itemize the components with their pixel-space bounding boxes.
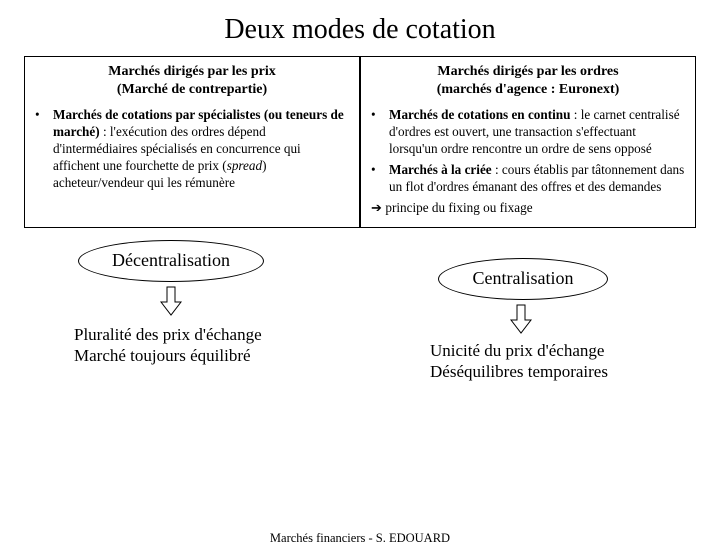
left-header-line2: (Marché de contrepartie) [35, 81, 349, 99]
right-arrow-line: ➔ principe du fixing ou fixage [371, 200, 685, 217]
right-column-body: • Marchés de cotations en continu : le c… [371, 107, 685, 216]
down-arrow-icon [510, 304, 532, 334]
columns-container: Marchés dirigés par les prix (Marché de … [0, 56, 720, 228]
right-column-header: Marchés dirigés par les ordres (marchés … [371, 63, 685, 99]
right-column: Marchés dirigés par les ordres (marchés … [360, 56, 696, 228]
right-bullet-1-bold: Marchés de cotations en continu [389, 107, 570, 122]
ellipse-left-label: Décentralisation [112, 250, 230, 271]
slide-title: Deux modes de cotation [0, 14, 720, 46]
left-header-line1: Marchés dirigés par les prix [35, 63, 349, 81]
box-left-line1: Pluralité des prix d'échange [74, 324, 334, 345]
left-bullet-1-text: Marchés de cotations par spécialistes (o… [53, 107, 349, 191]
ellipse-right-label: Centralisation [473, 268, 574, 289]
left-bullet-1-italic: spread [227, 158, 262, 173]
box-right: Unicité du prix d'échange Déséquilibres … [430, 340, 680, 383]
right-bullet-2: • Marchés à la criée : cours établis par… [371, 162, 685, 196]
ellipse-centralisation: Centralisation [438, 258, 608, 300]
ellipse-decentralisation: Décentralisation [78, 240, 264, 282]
right-header-line2: (marchés d'agence : Euronext) [371, 81, 685, 99]
left-bullet-1: • Marchés de cotations par spécialistes … [35, 107, 349, 191]
bullet-mark: • [371, 162, 389, 196]
right-header-line1: Marchés dirigés par les ordres [371, 63, 685, 81]
footer-text: Marchés financiers - S. EDOUARD [0, 531, 720, 546]
right-bullet-2-text: Marchés à la criée : cours établis par t… [389, 162, 685, 196]
bullet-mark: • [371, 107, 389, 158]
left-column: Marchés dirigés par les prix (Marché de … [24, 56, 360, 228]
box-right-line1: Unicité du prix d'échange [430, 340, 680, 361]
right-bullet-1: • Marchés de cotations en continu : le c… [371, 107, 685, 158]
right-bullet-2-bold: Marchés à la criée [389, 162, 492, 177]
right-bullet-1-text: Marchés de cotations en continu : le car… [389, 107, 685, 158]
lower-section: Décentralisation Centralisation Pluralit… [0, 228, 720, 418]
box-left: Pluralité des prix d'échange Marché touj… [74, 324, 334, 367]
bullet-mark: • [35, 107, 53, 191]
box-left-line2: Marché toujours équilibré [74, 345, 334, 366]
box-right-line2: Déséquilibres temporaires [430, 361, 680, 382]
down-arrow-icon [160, 286, 182, 316]
left-column-header: Marchés dirigés par les prix (Marché de … [35, 63, 349, 99]
left-column-body: • Marchés de cotations par spécialistes … [35, 107, 349, 191]
